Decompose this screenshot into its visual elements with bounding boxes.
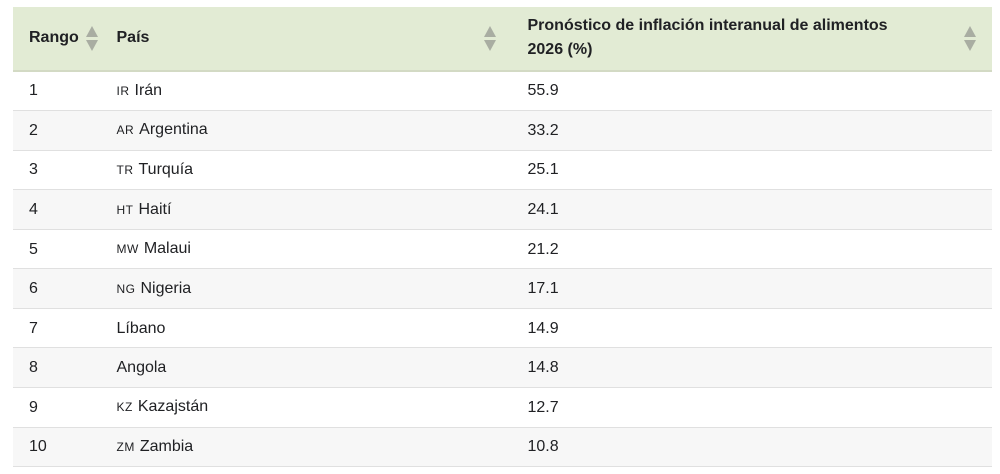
table-row: 2 AR Argentina 33.2 <box>13 111 992 151</box>
sort-asc-icon <box>483 26 496 38</box>
country-name: Kazajstán <box>137 398 209 416</box>
country-code: NG <box>116 281 136 296</box>
sort-desc-icon <box>963 39 976 51</box>
value-cell: 17.1 <box>511 269 992 309</box>
country-code: ZM <box>116 439 135 454</box>
rank-cell: 1 <box>13 72 101 112</box>
table-row: 10 ZM Zambia 10.8 <box>13 427 992 468</box>
country-name: Irán <box>134 81 163 99</box>
table-header: Rango País Pronóstico de inflación inter… <box>13 7 992 72</box>
ranking-table-container: Rango País Pronóstico de inflación inter… <box>13 7 992 468</box>
sort-icon[interactable] <box>85 26 98 51</box>
country-code: HT <box>116 202 134 217</box>
sort-asc-icon <box>963 26 976 38</box>
country-code: MW <box>116 242 139 257</box>
country-name: Líbano <box>116 319 166 337</box>
country-name: Turquía <box>138 160 194 178</box>
country-cell: ZM Zambia <box>100 427 512 468</box>
country-code: AR <box>116 123 135 138</box>
sort-icon[interactable] <box>963 26 976 51</box>
column-header-rank-label: Rango <box>29 29 79 47</box>
sort-desc-icon <box>483 39 496 51</box>
country-code: KZ <box>116 400 133 415</box>
country-name: Angola <box>116 359 167 377</box>
country-cell: IR Irán <box>100 72 512 112</box>
country-name: Nigeria <box>140 279 192 297</box>
value-cell: 12.7 <box>511 388 992 428</box>
column-header-value[interactable]: Pronóstico de inflación interanual de al… <box>511 7 992 72</box>
sort-icon[interactable] <box>483 26 496 51</box>
country-cell: KZ Kazajstán <box>100 388 512 428</box>
value-cell: 33.2 <box>511 111 992 151</box>
country-cell: HT Haití <box>100 190 512 230</box>
column-header-country[interactable]: País <box>100 7 512 72</box>
table-row: 5 MW Malaui 21.2 <box>13 230 992 270</box>
sort-desc-icon <box>85 39 98 51</box>
value-cell: 25.1 <box>511 151 992 191</box>
rank-cell: 3 <box>13 151 101 191</box>
value-cell: 24.1 <box>511 190 992 230</box>
column-header-country-label: País <box>116 29 150 47</box>
country-cell: TR Turquía <box>100 151 512 191</box>
country-cell: NG Nigeria <box>100 269 512 309</box>
country-name: Haití <box>138 200 172 218</box>
table-row: 6 NG Nigeria 17.1 <box>13 269 992 309</box>
ranking-table: Rango País Pronóstico de inflación inter… <box>13 7 992 468</box>
header-row: Rango País Pronóstico de inflación inter… <box>13 7 992 72</box>
value-cell: 10.8 <box>511 427 992 468</box>
rank-cell: 7 <box>13 309 101 349</box>
rank-cell: 4 <box>13 190 101 230</box>
value-cell: 55.9 <box>511 72 992 112</box>
table-row: 1 IR Irán 55.9 <box>13 72 992 112</box>
table-body: 1 IR Irán 55.9 2 AR Argentina 33.2 3 TR Tur… <box>13 72 992 468</box>
rank-cell: 2 <box>13 111 101 151</box>
rank-cell: 9 <box>13 388 101 428</box>
country-cell: Angola <box>100 348 512 388</box>
rank-cell: 6 <box>13 269 101 309</box>
country-name: Zambia <box>139 437 194 455</box>
country-code: TR <box>116 162 134 177</box>
country-code: IR <box>116 83 130 98</box>
table-row: 7 Líbano 14.9 <box>13 309 992 349</box>
rank-cell: 5 <box>13 230 101 270</box>
rank-cell: 10 <box>13 427 101 468</box>
country-cell: AR Argentina <box>100 111 512 151</box>
table-row: 9 KZ Kazajstán 12.7 <box>13 388 992 428</box>
table-row: 3 TR Turquía 25.1 <box>13 151 992 191</box>
country-cell: Líbano <box>100 309 512 349</box>
rank-cell: 8 <box>13 348 101 388</box>
column-header-value-label: Pronóstico de inflación interanual de al… <box>527 17 888 59</box>
country-name: Malaui <box>143 240 191 258</box>
column-header-rank[interactable]: Rango <box>13 7 101 72</box>
country-name: Argentina <box>139 121 208 139</box>
sort-asc-icon <box>85 26 98 38</box>
country-cell: MW Malaui <box>100 230 512 270</box>
value-cell: 21.2 <box>511 230 992 270</box>
table-row: 8 Angola 14.8 <box>13 348 992 388</box>
value-cell: 14.8 <box>511 348 992 388</box>
value-cell: 14.9 <box>511 309 992 349</box>
table-row: 4 HT Haití 24.1 <box>13 190 992 230</box>
